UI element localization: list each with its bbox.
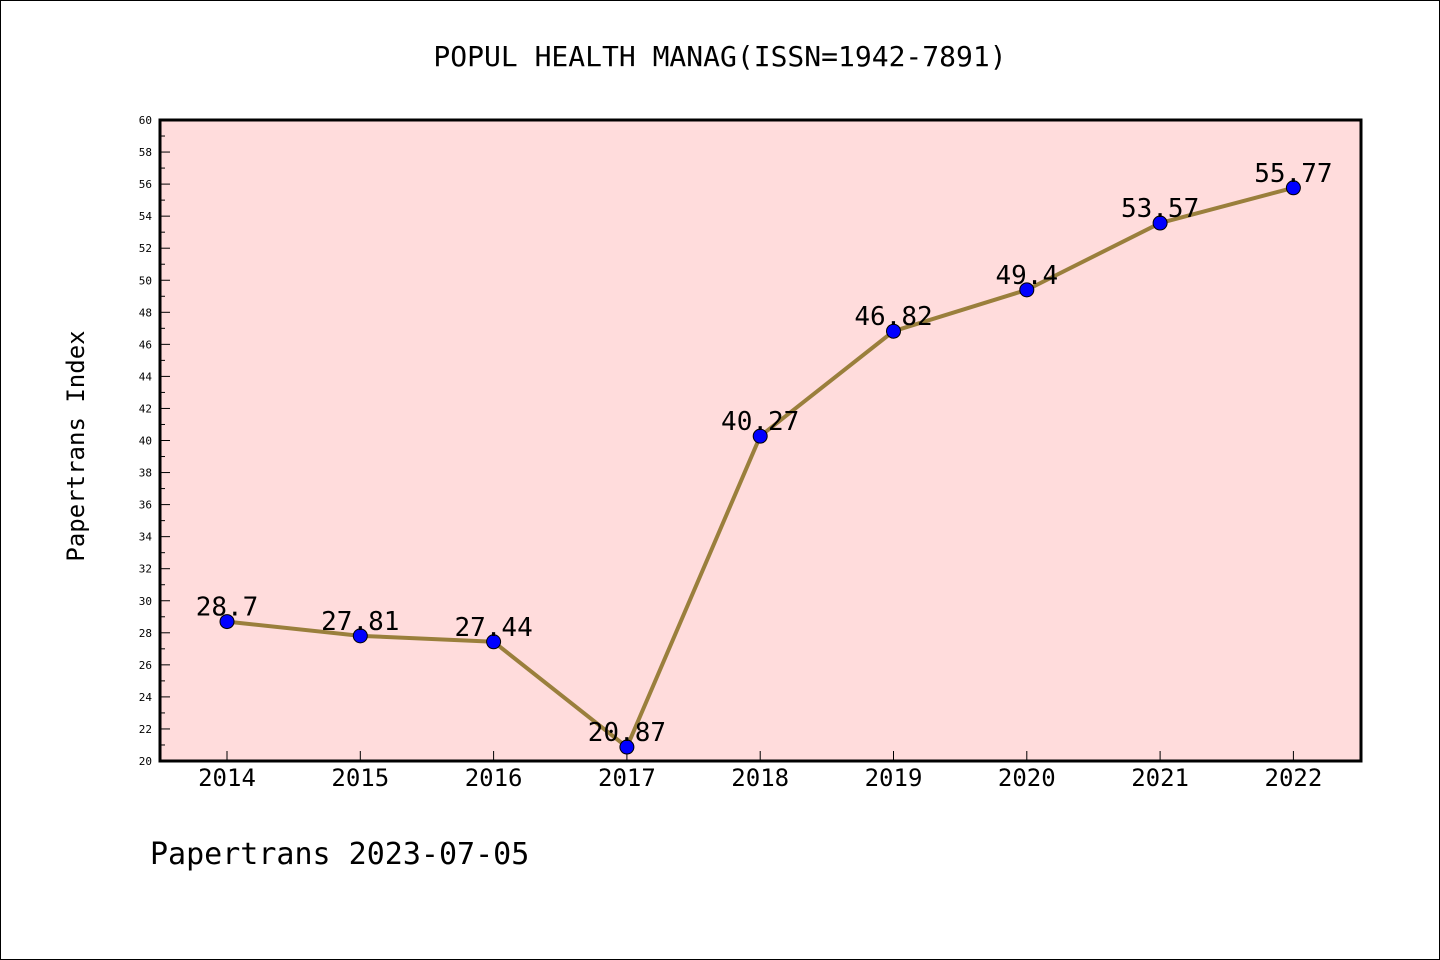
y-tick-label: 46 [139,338,152,351]
data-point [219,614,235,630]
y-tick-label: 50 [139,274,152,287]
data-point [886,323,901,339]
x-axis-ticks: 2014 2015 2016 2017 2018 2019 2020 2021 2022 [198,751,1322,792]
y-tick-label: 56 [139,178,152,191]
plot-border [158,118,1363,763]
y-tick-label: 52 [139,242,152,255]
data-label: 27.81 [321,607,399,637]
y-tick-label: 32 [139,563,152,576]
chart-title: POPUL HEALTH MANAG(ISSN=1942-7891) [433,40,1006,73]
x-tick-label: 2020 [998,764,1056,792]
y-tick-label: 58 [139,146,152,159]
data-point [619,739,635,755]
y-tick-label: 30 [139,595,152,608]
y-tick-label: 42 [139,402,152,415]
data-label: 28.7 [196,593,259,623]
y-tick-label: 54 [139,210,153,223]
y-tick-label: 44 [139,370,153,383]
y-tick-label: 60 [139,114,152,127]
y-tick-label: 38 [139,467,152,480]
x-tick-label: 2014 [198,764,256,792]
y-tick-label: 40 [139,435,152,448]
y-tick-label: 28 [139,627,152,640]
x-tick-label: 2022 [1265,764,1323,792]
x-tick-label: 2018 [731,764,789,792]
data-labels: 28.7 27.81 27.44 20.87 40.27 46.82 49.4 53.57 55… [196,159,1333,748]
data-point [1152,215,1168,231]
data-point [752,428,768,444]
y-tick-label: 36 [139,499,152,512]
y-tick-label: 48 [139,306,152,319]
y-tick-label: 20 [139,755,152,768]
data-label: 55.77 [1254,159,1332,189]
data-point [1285,180,1301,196]
y-tick-label: 26 [139,659,152,672]
y-tick-label: 22 [139,723,152,736]
data-label: 46.82 [854,302,932,332]
data-point [352,628,368,644]
x-tick-label: 2021 [1131,764,1189,792]
x-tick-label: 2019 [865,764,923,792]
footer-source-date: Papertrans 2023-07-05 [150,837,529,872]
data-label: 20.87 [588,718,666,748]
data-label: 27.44 [454,613,532,643]
x-tick-label: 2015 [331,764,389,792]
x-tick-label: 2017 [598,764,656,792]
data-label: 40.27 [721,407,799,437]
data-markers [219,180,1301,755]
data-label: 49.4 [995,261,1058,291]
y-axis-label: Papertrans Index [62,330,90,561]
data-point [486,634,502,650]
y-tick-label: 24 [139,691,153,704]
x-tick-label: 2016 [465,764,523,792]
data-point [1019,282,1035,298]
data-label: 53.57 [1121,194,1199,224]
y-tick-label: 34 [139,531,153,544]
